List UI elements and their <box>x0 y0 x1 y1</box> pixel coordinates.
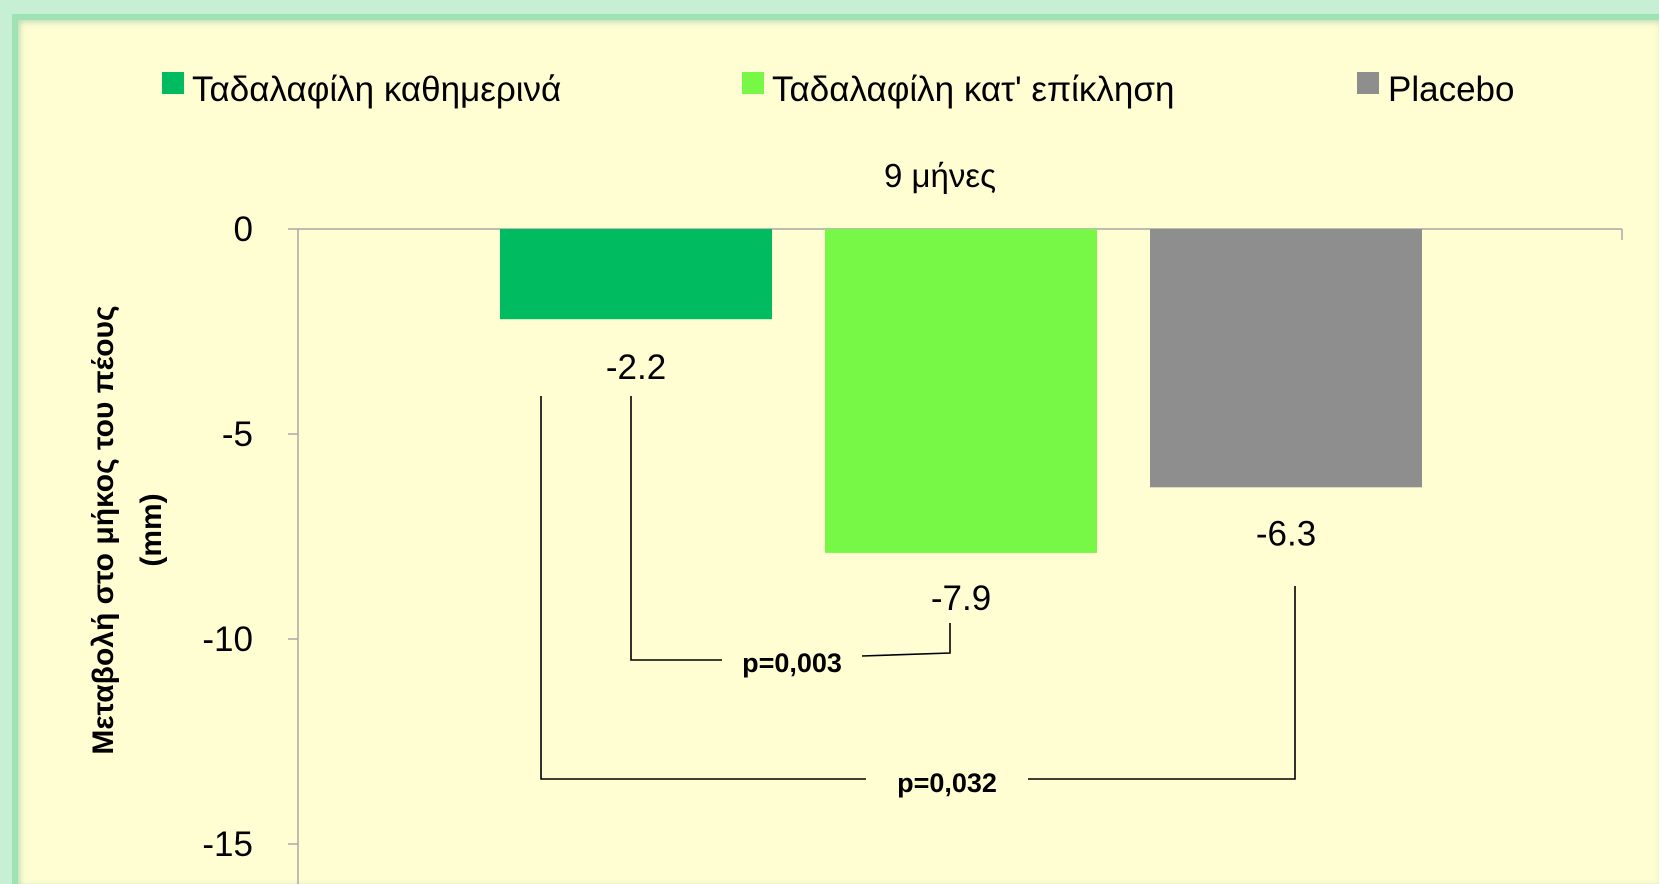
value-label: -2.2 <box>606 348 666 387</box>
legend-label-placebo: Placebo <box>1388 70 1514 109</box>
legend: Ταδαλαφίλη καθημερινά Ταδαλαφίλη κατ' επ… <box>162 70 1514 109</box>
y-axis-title-line1: Μεταβολή στο μήκος του πέους <box>87 305 120 754</box>
legend-swatch-daily <box>162 72 184 94</box>
p-value-label: p=0,032 <box>897 768 997 798</box>
legend-label-daily: Ταδαλαφίλη καθημερινά <box>192 70 561 109</box>
y-tick-label: -5 <box>222 415 253 454</box>
legend-swatch-placebo <box>1357 72 1379 94</box>
y-axis-title: Μεταβολή στο μήκος του πέους (mm) <box>87 305 168 754</box>
y-tick-label: -15 <box>202 825 253 864</box>
value-label: -6.3 <box>1256 514 1316 553</box>
bracket-line <box>630 396 722 661</box>
value-labels: -2.2 -7.9 -6.3 <box>606 348 1316 618</box>
y-tick-label: 0 <box>234 210 253 249</box>
chart-title: 9 μήνες <box>884 157 996 194</box>
significance-brackets: p=0,003 p=0,032 <box>540 396 1296 798</box>
y-tick-label: -10 <box>202 620 253 659</box>
bars <box>500 229 1422 553</box>
bar-daily <box>500 229 772 320</box>
legend-label-on-demand: Ταδαλαφίλη κατ' επίκληση <box>772 70 1174 109</box>
legend-swatch-on-demand <box>742 72 764 94</box>
bar-on-demand <box>825 229 1097 553</box>
y-ticks: 0 -5 -10 -15 <box>202 210 298 864</box>
bar-placebo <box>1150 229 1422 488</box>
bracket-line <box>1028 586 1296 780</box>
value-label: -7.9 <box>931 579 991 618</box>
bracket-line <box>540 396 866 780</box>
p-value-label: p=0,003 <box>742 648 842 678</box>
bracket-line <box>861 623 951 657</box>
y-axis-title-line2: (mm) <box>135 493 168 566</box>
